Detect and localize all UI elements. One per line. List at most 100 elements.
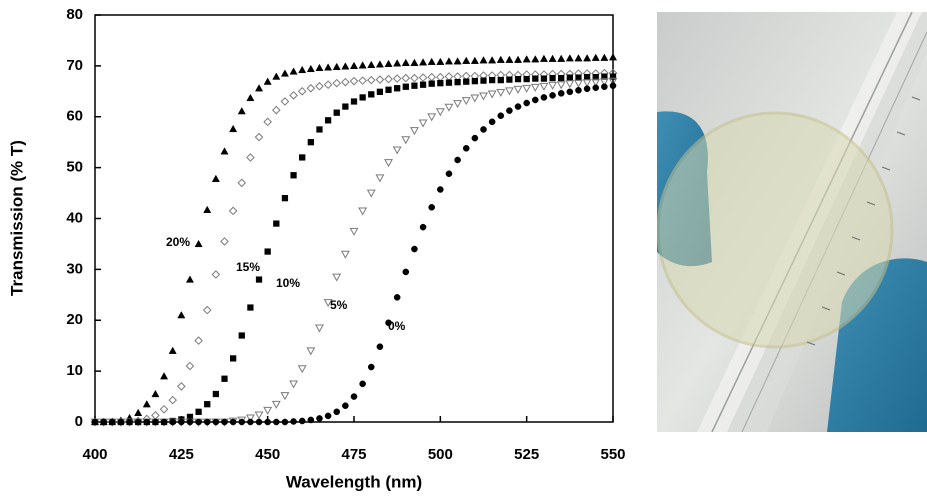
data-point: [471, 134, 479, 142]
data-point: [349, 76, 359, 86]
data-point: [514, 103, 522, 110]
data-point: [591, 78, 601, 87]
data-point: [142, 400, 151, 408]
y-tick-label: 60: [66, 108, 83, 125]
data-point: [548, 54, 557, 62]
data-point: [160, 418, 168, 426]
data-point: [195, 408, 202, 415]
data-point: [437, 80, 444, 87]
data-point: [435, 108, 445, 117]
data-point: [221, 375, 228, 382]
data-point: [247, 304, 254, 311]
data-point: [340, 250, 350, 259]
data-point: [151, 411, 160, 420]
data-point: [601, 73, 608, 80]
data-point: [185, 275, 194, 283]
data-point: [549, 74, 556, 82]
data-point: [427, 57, 436, 65]
data-point: [290, 172, 297, 179]
data-point: [479, 92, 488, 101]
data-point: [444, 72, 454, 81]
data-point: [392, 74, 402, 83]
data-point: [255, 276, 263, 283]
data-point: [212, 418, 220, 426]
data-point: [229, 418, 237, 426]
data-point: [333, 408, 341, 416]
data-point: [401, 58, 410, 66]
data-point: [332, 62, 341, 71]
data-point: [126, 418, 133, 426]
data-point: [609, 73, 617, 80]
data-point: [453, 57, 462, 65]
data-point: [273, 220, 280, 227]
data-point: [332, 273, 342, 282]
data-point: [558, 74, 565, 82]
data-point: [548, 81, 558, 90]
data-point: [134, 408, 143, 416]
data-point: [246, 153, 255, 162]
data-point: [281, 418, 289, 426]
data-point: [418, 119, 428, 128]
data-point: [393, 294, 401, 301]
data-point: [599, 78, 609, 87]
data-point: [367, 60, 376, 68]
y-axis-title: Transmission (% T): [7, 140, 26, 296]
data-point: [289, 380, 299, 389]
series-label: 0%: [388, 319, 406, 333]
data-point: [306, 347, 316, 356]
y-tick-label: 70: [66, 57, 83, 74]
data-point: [582, 79, 592, 88]
data-point: [539, 82, 549, 91]
data-point: [410, 58, 419, 66]
data-point: [298, 417, 306, 425]
data-point: [134, 418, 142, 426]
data-point: [272, 72, 281, 80]
data-point: [532, 75, 539, 82]
data-point: [522, 84, 532, 93]
data-point: [228, 206, 238, 216]
data-point: [556, 81, 566, 90]
data-point: [470, 56, 479, 64]
data-point: [489, 76, 496, 84]
data-point: [497, 76, 504, 84]
data-point: [437, 186, 444, 193]
data-point: [263, 77, 272, 85]
data-point: [565, 80, 575, 89]
photo: [657, 12, 927, 432]
data-point: [453, 100, 463, 109]
data-point: [323, 80, 333, 90]
data-point: [514, 55, 523, 63]
data-point: [463, 78, 470, 85]
data-point: [480, 126, 487, 133]
data-point: [375, 174, 385, 183]
data-point: [324, 412, 332, 420]
data-point: [255, 418, 263, 426]
data-point: [428, 203, 436, 211]
data-point: [488, 118, 496, 126]
data-point: [488, 56, 497, 64]
data-point: [159, 404, 169, 414]
data-point: [608, 77, 618, 86]
data-point: [376, 88, 384, 95]
x-axis-title: Wavelength (nm): [286, 472, 422, 491]
data-point: [461, 97, 471, 106]
data-point: [601, 83, 608, 91]
data-point: [436, 72, 445, 82]
data-point: [366, 75, 376, 85]
x-tick-label: 475: [341, 446, 366, 463]
data-point: [471, 78, 478, 85]
data-point: [531, 55, 540, 63]
data-point: [608, 53, 618, 61]
data-point: [583, 85, 591, 93]
data-point: [583, 73, 591, 81]
data-point: [419, 223, 427, 231]
data-point: [358, 61, 367, 69]
data-point: [237, 178, 247, 188]
data-point: [306, 83, 316, 93]
data-point: [203, 418, 211, 426]
data-point: [454, 156, 461, 164]
data-point: [264, 248, 271, 255]
data-point: [591, 53, 600, 61]
series-label: 5%: [330, 298, 348, 312]
